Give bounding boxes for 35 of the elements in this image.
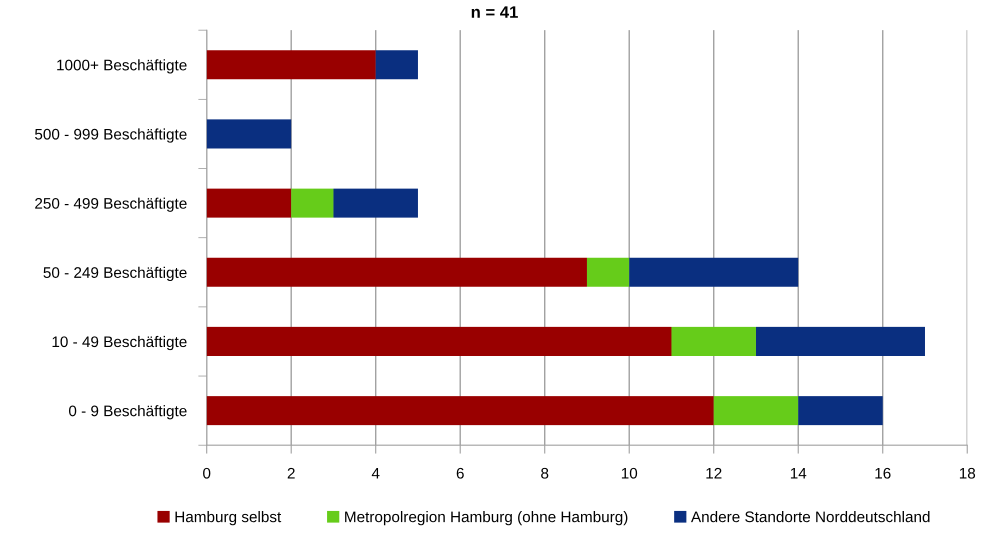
bar [756,326,925,356]
x-tick-label: 2 [288,468,295,479]
y-tick-label: 0 - 9 Beschäftigte [68,405,187,420]
bar [206,326,672,356]
x-tick-label: 18 [960,468,976,479]
x-tick-label: 12 [706,468,722,479]
y-tick-label: 500 - 999 Beschäftigte [34,128,187,143]
bar [798,396,883,426]
bar [714,396,798,426]
x-tick-label: 4 [372,468,380,479]
bar [206,188,292,218]
bar [206,396,714,426]
bar [629,258,798,287]
x-tick-label: 10 [622,468,638,479]
x-tick-label: 8 [541,468,548,479]
legend-label: Andere Standorte Norddeutschland [690,511,930,522]
bar [206,119,292,148]
bar [333,188,418,218]
bar [376,50,418,80]
legend-label: Hamburg selbst [176,511,282,526]
bar [671,326,756,356]
x-tick-label: 0 [203,468,210,479]
bar [586,258,630,287]
y-tick-label: 50 - 249 Beschäftigte [43,266,187,281]
chart-title: n = 41 [472,6,518,18]
bar [291,188,334,218]
legend-label: Metropolregion Hamburg (ohne Hamburg) [345,511,628,526]
y-tick-label: 1000+ Beschäftigte [57,59,187,74]
bar [206,50,376,80]
x-tick-label: 16 [875,468,891,479]
bar [206,258,587,287]
y-tick-label: 10 - 49 Beschäftigte [52,336,187,350]
x-tick-label: 6 [456,468,464,479]
y-tick-label: 250 - 499 Beschäftigte [35,198,187,212]
x-tick-label: 14 [790,468,806,479]
